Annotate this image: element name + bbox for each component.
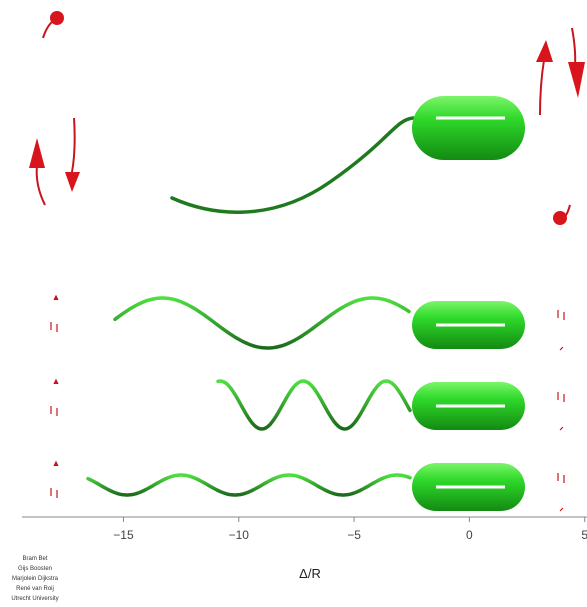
arrow-head [568, 62, 585, 98]
arrow [72, 118, 75, 172]
credit: Bram Bet [22, 556, 47, 562]
credit: Utrecht University [11, 596, 58, 602]
credit: Gijs Boosten [18, 566, 52, 572]
x-tick-label: 0 [466, 528, 473, 542]
arrow-head [29, 138, 45, 168]
x-tick-label: −10 [229, 528, 250, 542]
x-tick-label: −5 [347, 528, 361, 542]
arrow [37, 165, 45, 205]
flagellum [172, 118, 413, 212]
credit: René van Roij [16, 586, 54, 592]
arrow-head [553, 211, 567, 225]
arrow [572, 28, 575, 65]
credit: Marjolein Dijkstra [12, 576, 59, 582]
arrow-head [50, 11, 64, 25]
swimmers [88, 96, 525, 511]
arrow-head [536, 40, 553, 62]
x-ticks: −15 −10 −5 0 5 [113, 517, 587, 542]
cell-body [412, 96, 525, 160]
arrow [540, 60, 544, 115]
flagellum [115, 298, 409, 348]
arrow-head [65, 172, 80, 192]
x-tick-label: 5 [581, 528, 587, 542]
x-axis-label: Δ/R [299, 566, 321, 581]
flagellum [88, 475, 410, 495]
credits: Bram Bet Gijs Boosten Marjolein Dijkstra Re… [11, 556, 58, 602]
x-tick-label: −15 [113, 528, 134, 542]
figure: −15 −10 −5 0 5 Δ/R Bram Bet Gijs Boosten Marjo… [0, 0, 587, 607]
rotation-arrows [29, 11, 585, 511]
flagellum [218, 381, 410, 429]
